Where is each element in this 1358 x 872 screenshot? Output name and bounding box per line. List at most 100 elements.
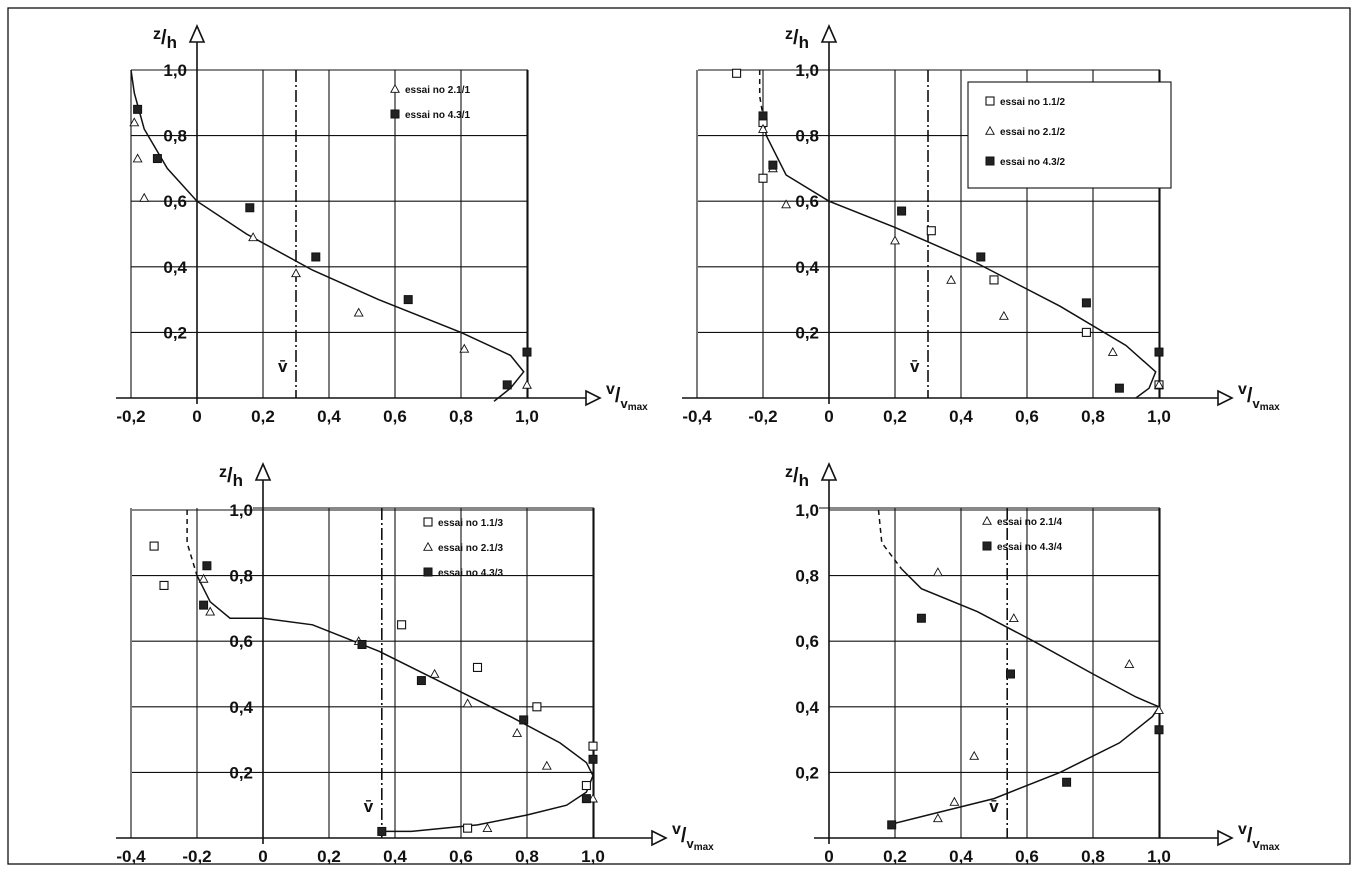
data-point <box>581 780 591 791</box>
mean-velocity-label: v̄ <box>278 357 288 376</box>
data-point <box>416 676 426 686</box>
legend-label: essai no 2.1/3 <box>438 543 503 554</box>
x-axis-label: v/vmax <box>672 821 714 853</box>
chart-panel-3: -0,4 -0,2 0 0,2 0,4 0,6 0,8 1,0 0,2 0,4 0,6 0,8 1,0 z… <box>116 462 714 866</box>
grid <box>829 508 1161 838</box>
x-tick-label: 0,8 <box>449 407 473 426</box>
legend-marker <box>423 517 433 527</box>
data-point <box>1154 725 1164 735</box>
legend-label: essai no 2.1/1 <box>405 85 470 96</box>
data-point <box>502 380 512 390</box>
data-point <box>1081 298 1091 308</box>
data-point <box>758 111 768 121</box>
data-point <box>1008 613 1019 623</box>
data-point <box>245 203 255 213</box>
chart-panel-1: -0,2 0 0,2 0,4 0,6 0,8 1,0 0,2 0,4 0,6 0,8 1,0 z/h v/… <box>116 24 648 426</box>
y-tick-label: 0,6 <box>163 192 187 211</box>
fit-curve-dashed <box>877 509 903 570</box>
legend-label: essai no 4.3/3 <box>438 568 503 579</box>
data-point <box>581 794 591 804</box>
x-axis-label: v/vmax <box>606 381 648 413</box>
data-point <box>932 567 943 577</box>
y-tick-label: 0,8 <box>229 567 253 586</box>
data-point <box>159 580 169 590</box>
legend-box <box>967 81 1172 189</box>
data-point <box>353 307 364 317</box>
x-tick-label: -0,2 <box>116 407 145 426</box>
y-axis-label: z/h <box>785 26 809 52</box>
data-point <box>149 541 159 551</box>
data-point <box>397 620 407 630</box>
x-tick-label: 0,4 <box>317 407 341 426</box>
mean-velocity-label: v̄ <box>989 797 999 816</box>
x-tick-label: 0,4 <box>949 847 973 866</box>
x-tick-label: 0 <box>192 407 201 426</box>
data-point <box>949 796 960 806</box>
data-point <box>588 741 598 751</box>
data-point <box>532 702 542 712</box>
data-point <box>522 347 532 357</box>
data-point <box>732 68 742 78</box>
data-point <box>998 310 1009 320</box>
legend-label: essai no 1.1/2 <box>1000 97 1065 108</box>
data-point <box>291 268 301 278</box>
y-axis-label: z/h <box>219 464 243 490</box>
data-point <box>199 600 209 610</box>
y-tick-label: 0,6 <box>229 632 253 651</box>
x-tick-label: 0,6 <box>449 847 473 866</box>
data-point <box>519 715 529 725</box>
x-tick-label: 1,0 <box>1147 847 1171 866</box>
y-tick-label: 0,4 <box>229 698 253 717</box>
y-axis-label: z/h <box>785 464 809 490</box>
y-axis-arrow <box>820 462 838 481</box>
x-tick-label: 1,0 <box>1147 407 1171 426</box>
legend-label: essai no 4.3/2 <box>1000 157 1065 168</box>
legend: essai no 2.1/1 essai no 4.3/1 <box>390 83 470 121</box>
x-axis-arrow <box>585 389 602 407</box>
x-tick-label: -0,2 <box>182 847 211 866</box>
legend-marker <box>390 83 400 93</box>
data-point <box>472 662 483 672</box>
x-tick-label: 0,2 <box>883 407 907 426</box>
fit-curve <box>765 135 1157 399</box>
data-point <box>133 104 143 114</box>
legend-label: essai no 1.1/3 <box>438 518 503 529</box>
x-tick-label: 0 <box>258 847 267 866</box>
data-point <box>311 252 321 262</box>
mean-velocity-label: v̄ <box>910 357 920 376</box>
x-axis-arrow <box>1217 389 1234 407</box>
y-tick-label: 1,0 <box>795 501 819 520</box>
fit-curve <box>888 568 1161 826</box>
data-point <box>139 192 150 202</box>
legend-marker <box>985 125 995 135</box>
x-tick-label: -0,4 <box>682 407 712 426</box>
x-tick-label: -0,4 <box>116 847 146 866</box>
y-tick-label: 0,4 <box>795 698 819 717</box>
data-point <box>1154 704 1164 714</box>
data-point <box>522 379 532 389</box>
x-axis-label: v/vmax <box>1238 381 1280 413</box>
legend-marker <box>982 515 992 525</box>
series-2 <box>758 123 1164 389</box>
y-tick-label: 1,0 <box>229 501 253 520</box>
data-point <box>969 750 980 760</box>
data-point <box>1062 777 1072 787</box>
data-point <box>403 295 413 305</box>
data-point <box>512 727 523 737</box>
y-axis-label: z/h <box>153 26 177 52</box>
y-tick-label: 0,8 <box>163 127 187 146</box>
legend: essai no 2.1/4 essai no 4.3/4 <box>982 515 1062 553</box>
data-point <box>129 117 140 127</box>
data-point <box>377 826 387 836</box>
data-point <box>152 154 162 164</box>
data-point <box>1124 659 1135 668</box>
legend-label: essai no 4.3/1 <box>405 110 470 121</box>
y-tick-label: 0,2 <box>795 763 819 782</box>
data-point <box>758 123 768 133</box>
y-tick-label: 0,2 <box>795 323 819 342</box>
data-point <box>758 173 768 183</box>
x-tick-label: 0,2 <box>317 847 341 866</box>
x-axis-arrow <box>1217 829 1234 847</box>
data-point <box>976 252 986 262</box>
